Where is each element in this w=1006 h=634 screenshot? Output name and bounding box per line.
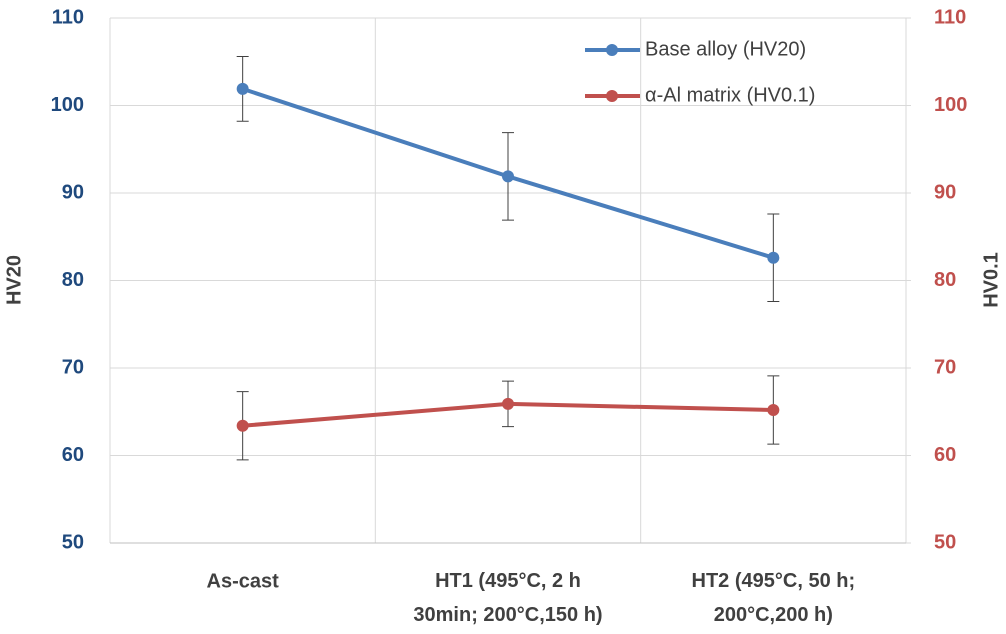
marker: [236, 419, 249, 432]
y2-axis-title: HV0.1: [980, 252, 1002, 308]
x-tick-label: As-cast: [207, 570, 280, 592]
y2-tick-label: 90: [934, 181, 956, 203]
y2-tick-label: 60: [934, 444, 956, 466]
legend-marker: [606, 44, 618, 56]
y2-tick-label: 80: [934, 269, 956, 291]
x-tick-label: HT2 (495°C, 50 h; 200°C,200 h): [692, 570, 856, 626]
y-axis-title: HV20: [3, 255, 25, 305]
y-tick-label: 110: [52, 6, 84, 28]
y-tick-label: 70: [62, 356, 84, 378]
y2-tick-label: 100: [934, 94, 967, 116]
marker: [767, 404, 780, 416]
marker: [236, 82, 249, 95]
y-tick-label: 90: [62, 181, 84, 203]
y-tick-label: 80: [62, 269, 84, 291]
y-tick-label: 100: [51, 94, 84, 116]
x-tick-label: HT1 (495°C, 2 h 30min; 200°C,150 h): [413, 570, 602, 626]
y2-tick-label: 70: [934, 356, 956, 378]
y-tick-label: 50: [62, 531, 84, 553]
marker: [502, 170, 514, 183]
legend-label: α-Al matrix (HV0.1): [645, 84, 815, 106]
legend-label: Base alloy (HV20): [645, 38, 806, 60]
y2-tick-label: 50: [934, 531, 956, 553]
legend-marker: [606, 90, 618, 102]
y-tick-label: 60: [62, 444, 84, 466]
marker: [767, 251, 780, 264]
y2-tick-label: 110: [934, 6, 966, 28]
marker: [502, 397, 514, 410]
